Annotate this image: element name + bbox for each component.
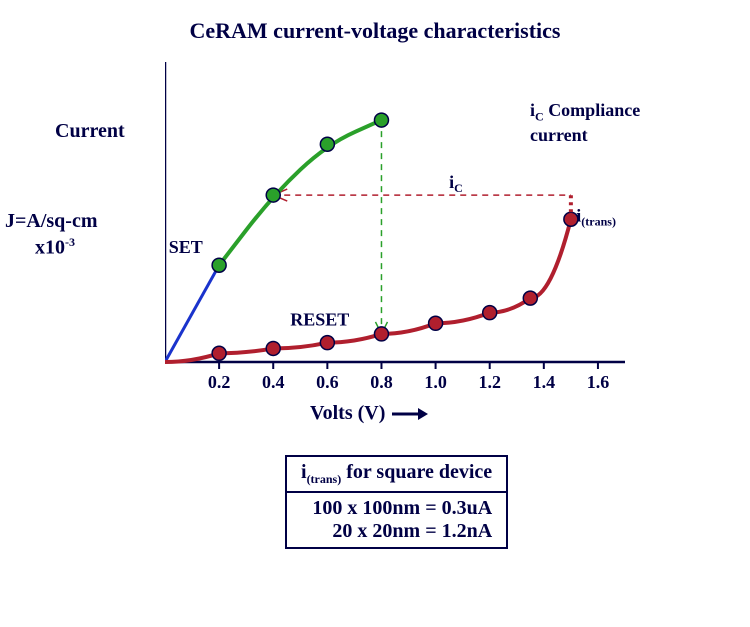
chart-title: CeRAM current-voltage characteristics	[0, 18, 750, 44]
svg-text:0.4: 0.4	[262, 372, 285, 392]
y-axis-units-1: J=A/sq-cm	[5, 210, 98, 233]
set-markers	[212, 113, 388, 272]
y-axis-label: Current	[55, 120, 125, 143]
table-row: 100 x 100nm = 0.3uA 20 x 20nm = 1.2nA	[286, 492, 507, 548]
x-ticks: 0.2 0.4 0.6 0.8 1.0 1.2 1.4 1.6	[208, 362, 609, 392]
y-axis-units-2: x10-3	[35, 235, 75, 260]
svg-text:0.2: 0.2	[208, 372, 231, 392]
ic-arrow-label: iC	[449, 172, 463, 195]
svg-text:0.6: 0.6	[316, 372, 339, 392]
table-header: i(trans) for square device	[286, 456, 507, 492]
set-curve	[219, 120, 381, 265]
itrans-label: i(trans)	[576, 206, 616, 229]
set-origin-line	[165, 265, 219, 362]
reset-curve	[165, 219, 571, 362]
itrans-table: i(trans) for square device 100 x 100nm =…	[285, 455, 508, 549]
svg-text:1.2: 1.2	[478, 372, 501, 392]
svg-text:0.8: 0.8	[370, 372, 393, 392]
svg-text:1.4: 1.4	[533, 372, 556, 392]
svg-text:1.0: 1.0	[424, 372, 447, 392]
chart-plot: 0.20.40.60.81.01.21.41.6 1.02.03.04.05.0…	[165, 62, 665, 422]
svg-text:1.6: 1.6	[587, 372, 610, 392]
set-label: SET	[169, 237, 203, 257]
reset-label: RESET	[290, 310, 349, 330]
reset-markers	[212, 212, 578, 360]
